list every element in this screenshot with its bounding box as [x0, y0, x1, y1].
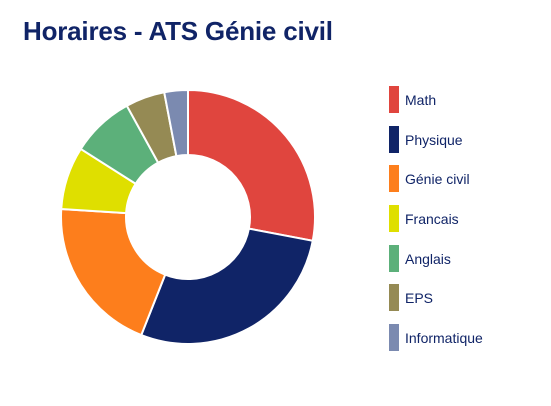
donut-slice-physique[interactable]: [139, 227, 314, 345]
legend-label: Francais: [405, 211, 459, 228]
legend-swatch: [389, 165, 399, 193]
legend-swatch: [389, 324, 399, 352]
legend-label: EPS: [405, 290, 434, 307]
donut-slice-informatique[interactable]: [163, 88, 189, 158]
legend-swatch: [389, 205, 399, 233]
chart-title: Horaires - ATS Génie civil: [23, 16, 333, 46]
legend-label: Anglais: [405, 250, 451, 267]
legend-label: Génie civil: [405, 171, 470, 188]
legend-swatch: [389, 125, 399, 153]
legend-swatch: [389, 284, 399, 312]
legend-swatch: [389, 86, 399, 113]
legend-label: Math: [405, 92, 437, 108]
legend-label: Physique: [405, 131, 463, 148]
donut-slice-math[interactable]: [187, 88, 316, 242]
legend-label: Informatique: [405, 330, 483, 347]
legend-swatch: [389, 244, 399, 272]
donut-slice-g-nie-civil[interactable]: [60, 207, 167, 337]
